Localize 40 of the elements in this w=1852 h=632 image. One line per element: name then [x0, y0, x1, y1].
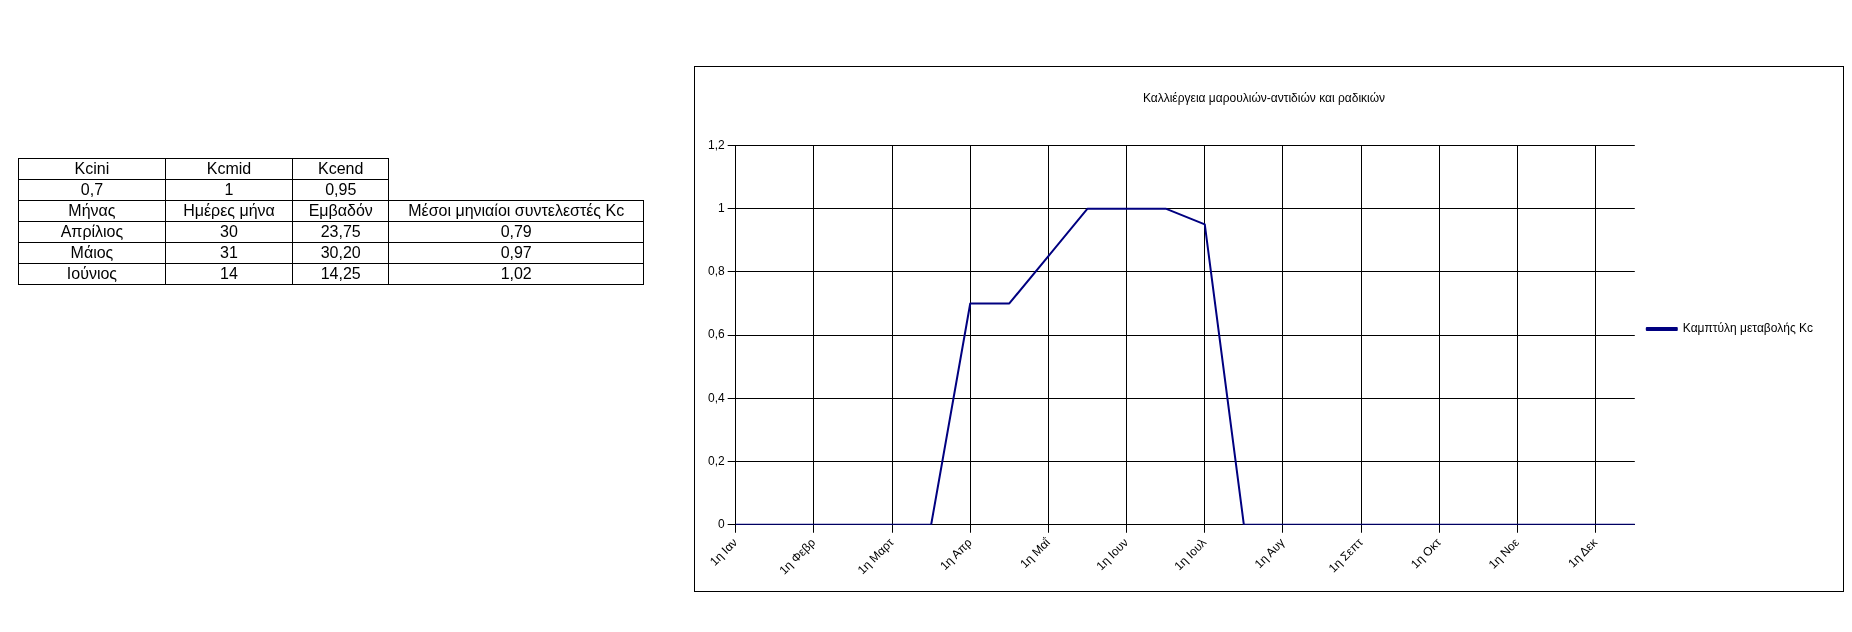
x-tick-label: 1η Ιαν: [706, 535, 741, 569]
text: Απρίλιος: [18, 221, 166, 243]
text: Μήνας: [18, 200, 166, 222]
y-tick-label: 0,8: [707, 264, 725, 279]
y-tick-label: 1: [717, 200, 725, 215]
text: 14: [165, 263, 293, 285]
y-tick-label: 1,2: [707, 137, 725, 152]
x-tick-label: 1η Οκτ: [1407, 535, 1444, 572]
x-tick-label: 1η Ιουλ: [1171, 535, 1210, 574]
text: 30,20: [292, 242, 389, 264]
x-tick-label: 1η Αυγ: [1251, 535, 1288, 572]
text: Εμβαδόν: [292, 200, 389, 222]
text: Ιούνιος: [18, 263, 166, 285]
y-tick-label: 0,4: [707, 390, 725, 405]
x-tick-label: 1η Νοε: [1485, 534, 1523, 572]
text: 0,95: [292, 179, 389, 201]
x-tick-label: 1η Ιουν: [1093, 535, 1132, 574]
text: 14,25: [292, 263, 389, 285]
text: 0,79: [388, 221, 644, 243]
text: 30: [165, 221, 293, 243]
text: 1: [165, 179, 293, 201]
y-tick-label: 0,2: [707, 453, 725, 468]
text: Kcend: [292, 158, 389, 180]
text: Ημέρες μήνα: [165, 200, 293, 222]
text: 0,97: [388, 242, 644, 264]
x-tick-label: 1η Μαΐ: [1017, 534, 1054, 571]
text: 1,02: [388, 263, 644, 285]
text: 23,75: [292, 221, 389, 243]
y-tick-label: 0,6: [707, 327, 725, 342]
x-tick-label: 1η Δεκ: [1565, 534, 1601, 571]
y-tick-label: 0: [717, 517, 725, 532]
text: Μάιος: [18, 242, 166, 264]
text: Μέσοι μηνιαίοι συντελεστές Kc: [388, 200, 644, 222]
chart-title: Καλλιέργεια μαρουλιών-αντιδιών και ραδικιών: [1142, 90, 1386, 105]
text: 0,7: [18, 179, 166, 201]
text: Kcini: [18, 158, 166, 180]
text: 31: [165, 242, 293, 264]
x-tick-label: 1η Απρ: [937, 535, 975, 573]
legend-label: Καμπτύλη μεταβολής Kc: [1682, 321, 1814, 336]
text: Kcmid: [165, 158, 293, 180]
